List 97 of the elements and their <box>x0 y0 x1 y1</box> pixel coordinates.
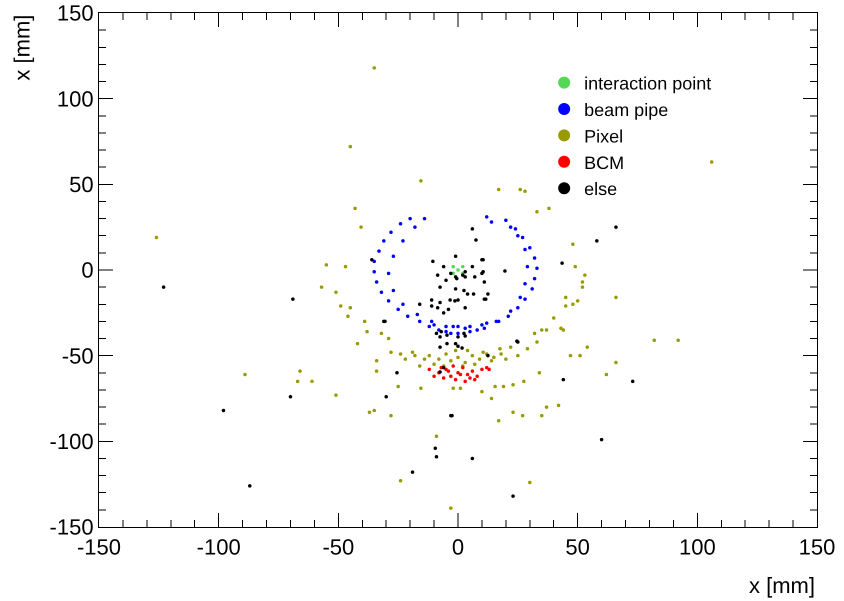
legend-label: beam pipe <box>584 100 668 120</box>
point <box>468 324 472 328</box>
point <box>484 215 488 219</box>
point <box>437 328 441 332</box>
point <box>473 378 476 382</box>
point <box>432 374 436 378</box>
x-axis-title: x [mm] <box>749 573 815 598</box>
point <box>428 368 432 372</box>
point <box>468 376 472 380</box>
point <box>532 276 536 280</box>
y-tick-label: -50 <box>62 343 94 368</box>
point <box>456 332 460 336</box>
point <box>463 326 467 330</box>
point <box>466 372 470 376</box>
point <box>432 323 436 327</box>
point <box>451 364 455 368</box>
legend-label: else <box>584 179 618 200</box>
point <box>428 324 432 328</box>
x-tick-label: 0 <box>452 534 464 560</box>
point <box>508 225 512 229</box>
point <box>398 222 402 226</box>
point <box>386 299 390 303</box>
point <box>520 236 524 240</box>
point <box>418 320 422 324</box>
point <box>490 220 494 224</box>
point <box>382 239 386 243</box>
x-tick-label: -100 <box>196 534 241 560</box>
point <box>480 323 484 327</box>
point <box>416 312 420 316</box>
point <box>430 320 434 324</box>
point <box>528 246 532 250</box>
point <box>442 376 446 380</box>
point <box>484 321 488 325</box>
legend-label: interaction point <box>584 74 712 94</box>
point <box>401 239 405 243</box>
point <box>449 374 453 378</box>
y-tick-label: 50 <box>69 172 94 198</box>
point <box>389 230 393 234</box>
point <box>446 369 450 373</box>
point <box>487 368 491 372</box>
point <box>523 282 527 286</box>
x-tick-label: -50 <box>322 534 354 560</box>
point <box>475 374 479 378</box>
point <box>480 368 484 372</box>
point <box>514 227 518 231</box>
y-tick-label: 100 <box>56 86 94 112</box>
point <box>484 366 488 370</box>
point <box>374 280 378 284</box>
y-axis-title: x [mm] <box>10 14 35 81</box>
point <box>516 306 520 310</box>
point <box>456 324 460 328</box>
point <box>406 314 410 318</box>
point <box>518 296 522 300</box>
point <box>535 266 539 270</box>
point <box>392 288 396 292</box>
x-tick-label: 100 <box>678 534 716 560</box>
x-tick-label: 50 <box>565 534 590 560</box>
point <box>463 380 467 384</box>
point <box>532 256 536 260</box>
y-tick-label: -100 <box>50 429 94 454</box>
point <box>516 234 520 238</box>
point <box>386 272 390 276</box>
point <box>451 264 455 268</box>
point <box>470 369 474 373</box>
point <box>449 332 453 336</box>
point <box>526 264 530 268</box>
point <box>506 314 510 318</box>
point <box>372 270 376 274</box>
legend-label: BCM <box>584 152 624 173</box>
point <box>444 330 448 334</box>
point <box>468 330 472 334</box>
point <box>482 326 486 330</box>
point <box>523 248 527 252</box>
point <box>523 297 527 301</box>
point <box>401 302 405 306</box>
y-tick-label: 150 <box>56 0 94 26</box>
x-tick-label: 150 <box>798 534 836 560</box>
legend-label: Pixel <box>584 126 624 146</box>
point <box>456 268 460 272</box>
point <box>396 308 400 312</box>
point <box>458 372 462 376</box>
point <box>461 264 465 268</box>
point <box>413 225 417 229</box>
point <box>508 309 512 313</box>
point <box>422 216 426 220</box>
point <box>408 216 412 220</box>
y-tick-label: 0 <box>81 258 94 283</box>
point <box>454 378 458 382</box>
point <box>530 287 534 291</box>
y-tick-label: -150 <box>50 514 94 540</box>
point <box>380 290 384 294</box>
point <box>444 324 448 328</box>
point <box>475 328 479 332</box>
point <box>451 324 455 328</box>
point <box>377 249 381 253</box>
point <box>392 254 396 258</box>
point <box>504 218 508 222</box>
